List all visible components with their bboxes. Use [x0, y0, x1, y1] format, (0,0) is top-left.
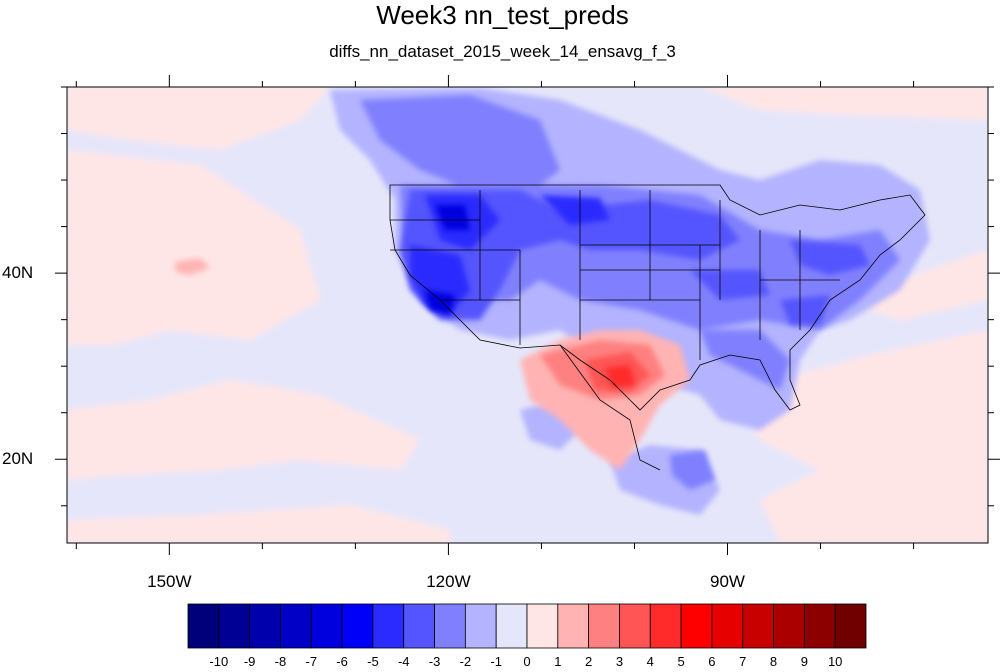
- colorbar-label: 10: [827, 654, 843, 669]
- colorbar-label: 7: [739, 654, 747, 669]
- lon-tick-label: 150W: [147, 572, 192, 591]
- colorbar-label: 3: [615, 654, 624, 669]
- colorbar-swatch: [372, 603, 405, 649]
- colorbar-label: -2: [459, 654, 472, 669]
- colorbar-swatch: [773, 603, 805, 649]
- colorbar-swatch: [464, 603, 497, 649]
- colorbar-swatch: [557, 603, 590, 649]
- lat-tick-label: 20N: [2, 449, 34, 469]
- colorbar-swatch: [495, 603, 528, 649]
- colorbar-swatch: [341, 603, 374, 649]
- field-negative-8: [425, 205, 470, 315]
- colorbar-swatch: [711, 603, 744, 649]
- colorbar-swatch: [434, 603, 466, 649]
- colorbar-swatch: [310, 603, 343, 649]
- colorbar-swatch: [834, 603, 867, 649]
- colorbar-swatch: [187, 603, 220, 649]
- colorbar-label: 1: [554, 654, 562, 669]
- colorbar-label: -1: [490, 654, 502, 669]
- colorbar-label: -8: [274, 654, 287, 669]
- colorbar-label: 5: [677, 654, 685, 669]
- colorbar-label: -3: [428, 654, 441, 669]
- political-outlines: [389, 184, 926, 471]
- colorbar-swatch: [742, 603, 774, 649]
- map-frame: [66, 86, 989, 544]
- colorbar-swatch: [218, 603, 251, 649]
- map-subtitle: diffs_nn_dataset_2015_week_14_ensavg_f_3: [329, 42, 676, 61]
- colorbar-label: 9: [800, 654, 808, 669]
- colorbar-swatch: [249, 603, 281, 649]
- colorbar-label: 8: [769, 654, 778, 669]
- colorbar-swatch: [403, 603, 435, 649]
- colorbar-label: -4: [397, 654, 410, 669]
- colorbar-swatch: [803, 603, 836, 649]
- map-ticks: [55, 75, 1000, 555]
- colorbar-label: -6: [336, 654, 348, 669]
- colorbar-swatch: [649, 603, 682, 649]
- colorbar-swatch: [588, 603, 620, 649]
- colorbar-label: 2: [585, 654, 593, 669]
- lon-tick-label: 90W: [710, 572, 745, 591]
- colorbar-swatch: [680, 603, 713, 649]
- map-title: Week3 nn_test_preds: [376, 0, 629, 30]
- colorbar-label: 6: [708, 654, 716, 669]
- colorbar-swatch: [526, 603, 559, 649]
- lon-tick-label: 120W: [426, 572, 471, 591]
- field-pacific-patch: [175, 258, 210, 275]
- colorbar-swatch: [280, 603, 312, 649]
- colorbar-label: 0: [523, 654, 531, 669]
- field-light-positive: [67, 87, 988, 543]
- colorbar-label: 4: [646, 654, 654, 669]
- lat-tick-label: 40N: [2, 263, 34, 283]
- colorbar-label: -10: [209, 654, 229, 669]
- colorbar-label: -5: [367, 654, 379, 669]
- colorbar-swatch: [619, 603, 651, 649]
- colorbar-label: -9: [243, 654, 256, 669]
- colorbar-label: -7: [305, 654, 318, 669]
